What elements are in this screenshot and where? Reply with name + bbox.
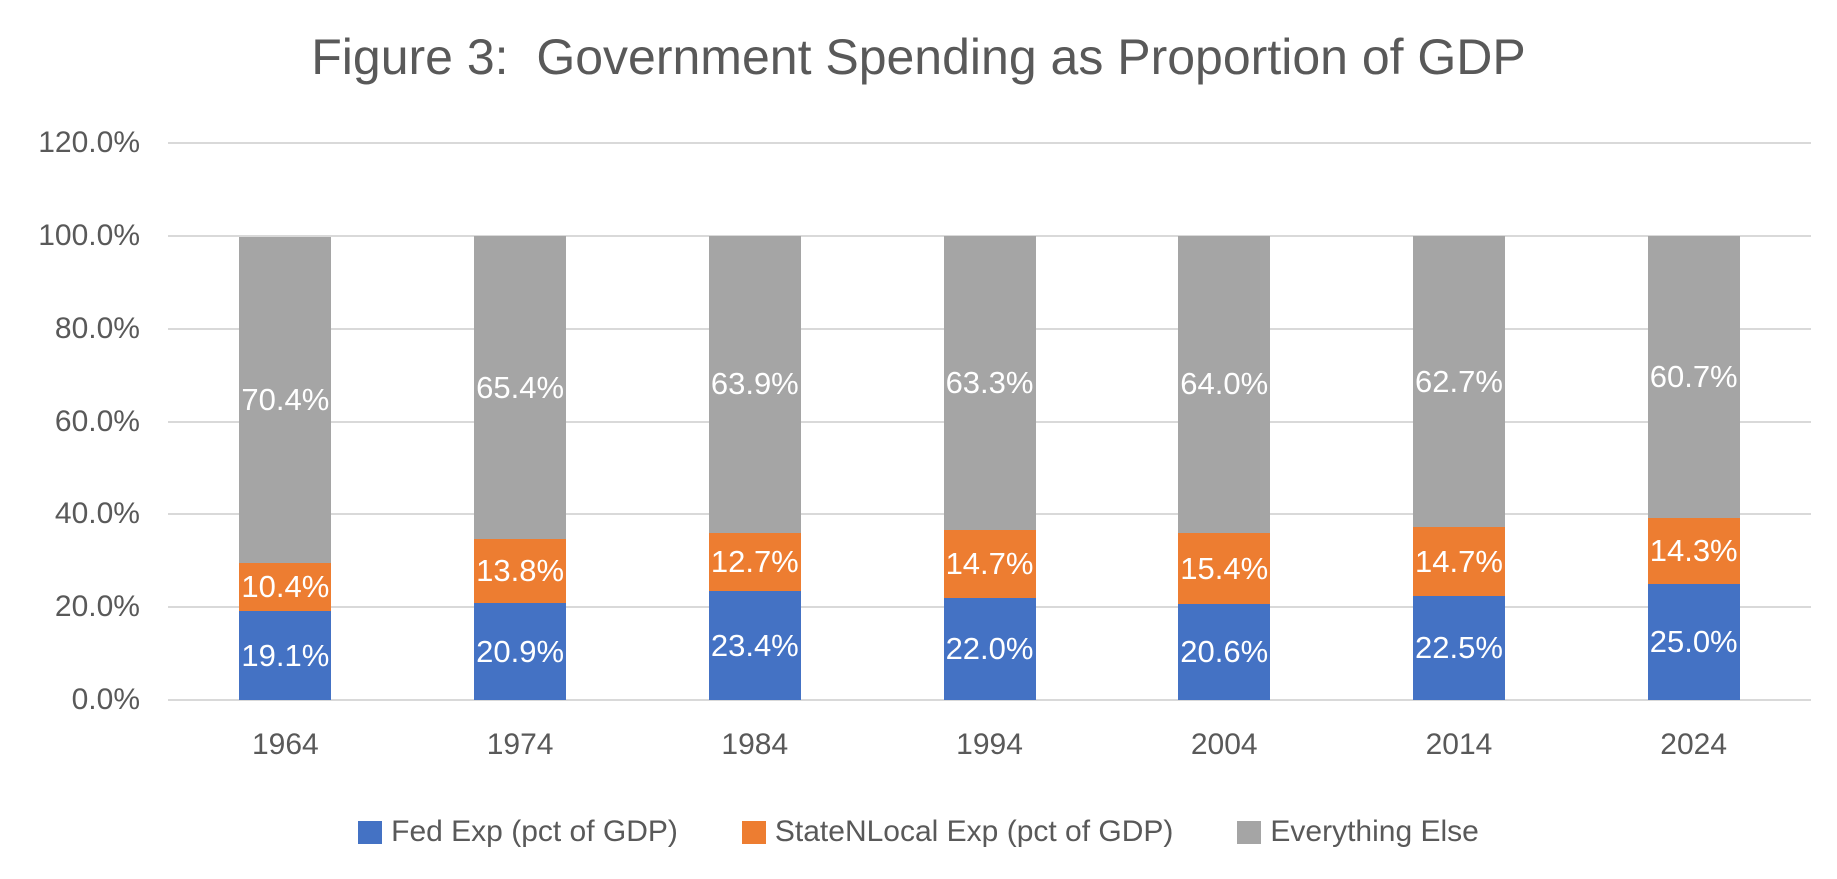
y-axis-tick-label: 100.0%: [38, 218, 140, 252]
legend-item: StateNLocal Exp (pct of GDP): [741, 812, 1174, 852]
y-axis-tick-label: 120.0%: [38, 126, 140, 159]
bar-data-label: 63.3%: [945, 364, 1034, 400]
bar-data-label: 65.4%: [476, 369, 565, 405]
bar-stack: 23.4% 12.7% 63.9%: [708, 236, 801, 700]
bar-stack: 22.0% 14.7% 63.3%: [943, 236, 1036, 700]
x-axis-category-label: 1994: [956, 728, 1023, 761]
gridline: [168, 234, 1811, 237]
bar-segment: 23.4%: [708, 591, 801, 700]
bar-data-label: 22.5%: [1415, 629, 1503, 665]
bar-group: 20.6% 15.4% 64.0%: [1107, 236, 1342, 700]
y-axis-tick-label: 20.0%: [54, 590, 140, 624]
bar-data-label: 14.3%: [1649, 532, 1738, 568]
bar-stack: 20.9% 13.8% 65.4%: [474, 236, 567, 700]
legend-swatch-icon: [741, 820, 766, 844]
bar-segment: 10.4%: [239, 563, 332, 612]
bar-data-label: 62.7%: [1415, 363, 1503, 399]
y-axis-tick-label: 0.0%: [71, 683, 140, 716]
y-axis-tick-label: 60.0%: [54, 404, 140, 438]
legend-item-label: StateNLocal Exp (pct of GDP): [774, 815, 1174, 848]
chart-title: Figure 3: Government Spending as Proport…: [311, 29, 1526, 85]
bar-stack: 20.6% 15.4% 64.0%: [1178, 236, 1271, 700]
bar-data-label: 12.7%: [710, 543, 799, 579]
bar-data-label: 14.7%: [945, 545, 1034, 581]
bar-data-label: 63.9%: [710, 366, 799, 402]
legend-swatch-icon: [358, 820, 383, 844]
x-axis-category-label: 2024: [1660, 728, 1728, 761]
bar-stack: 19.1% 10.4% 70.4%: [239, 236, 332, 700]
bar-segment: 20.9%: [474, 603, 567, 700]
bar-data-label: 20.9%: [476, 633, 565, 669]
bar-stack: 25.0% 14.3% 60.7%: [1647, 236, 1740, 700]
legend-item: Fed Exp (pct of GDP): [358, 812, 678, 852]
x-axis: 1964 1974 1984 1994 2004 2014 2024: [168, 723, 1811, 767]
bar-segment: 12.7%: [708, 532, 801, 592]
bar-segment: 70.4%: [239, 236, 332, 564]
bar-segment: 65.4%: [474, 236, 567, 540]
bar-data-label: 22.0%: [945, 630, 1034, 666]
bar-segment: 14.3%: [1647, 517, 1740, 584]
legend-item-label: Fed Exp (pct of GDP): [391, 815, 678, 848]
x-axis-category-label: 1984: [721, 728, 789, 761]
bar-segment: 22.0%: [943, 597, 1036, 700]
bar-segment: 63.9%: [708, 236, 801, 533]
bar-data-label: 10.4%: [241, 569, 330, 605]
bar-segment: 62.7%: [1412, 236, 1505, 528]
legend-item-label: Everything Else: [1270, 815, 1479, 848]
bar-segment: 64.0%: [1178, 236, 1271, 533]
x-axis-category-label: 2004: [1190, 728, 1258, 761]
y-axis-tick-label: 40.0%: [54, 497, 140, 531]
bar-stack: 22.5% 14.7% 62.7%: [1412, 236, 1505, 700]
bar-data-label: 14.7%: [1415, 543, 1503, 579]
bar-data-label: 20.6%: [1180, 634, 1269, 670]
x-axis-category-label: 2014: [1425, 728, 1493, 761]
bar-segment: 20.6%: [1178, 604, 1271, 700]
bar-group: 25.0% 14.3% 60.7%: [1576, 236, 1811, 700]
bar-data-label: 13.8%: [476, 553, 565, 589]
bar-segment: 60.7%: [1647, 236, 1740, 518]
bar-segment: 63.3%: [943, 236, 1036, 530]
bar-group: 22.5% 14.7% 62.7%: [1342, 236, 1577, 700]
bar-group: 19.1% 10.4% 70.4%: [168, 236, 403, 700]
legend-item: Everything Else: [1237, 812, 1479, 852]
x-axis-category-label: 1964: [251, 728, 319, 761]
x-axis-category-label: 1974: [486, 728, 554, 761]
plot-area: 19.1% 10.4% 70.4% 20.9% 13.8% 65.4% 23.4% 12.7%…: [168, 236, 1811, 700]
legend-swatch-icon: [1237, 820, 1262, 844]
bar-data-label: 15.4%: [1180, 550, 1269, 586]
bar-segment: 14.7%: [943, 529, 1036, 598]
bar-data-label: 64.0%: [1180, 366, 1269, 402]
y-axis-tick-label: 80.0%: [54, 311, 140, 345]
bar-data-label: 70.4%: [241, 381, 330, 417]
bar-group: 20.9% 13.8% 65.4%: [403, 236, 638, 700]
bar-segment: 19.1%: [239, 611, 332, 700]
legend: Fed Exp (pct of GDP) StateNLocal Exp (pct…: [0, 812, 1837, 852]
bar-segment: 25.0%: [1647, 584, 1740, 700]
bar-data-label: 23.4%: [710, 627, 799, 663]
bar-segment: 13.8%: [474, 539, 567, 604]
bar-group: 23.4% 12.7% 63.9%: [637, 236, 872, 700]
bar-data-label: 19.1%: [241, 637, 330, 673]
bar-group: 22.0% 14.7% 63.3%: [872, 236, 1107, 700]
gridline: [168, 699, 1811, 701]
bar-data-label: 60.7%: [1649, 358, 1738, 394]
bar-segment: 22.5%: [1412, 595, 1505, 700]
bar-data-label: 25.0%: [1649, 624, 1738, 659]
bar-segment: 14.7%: [1412, 527, 1505, 596]
bar-segment: 15.4%: [1178, 532, 1271, 605]
gridline: [168, 142, 1811, 144]
